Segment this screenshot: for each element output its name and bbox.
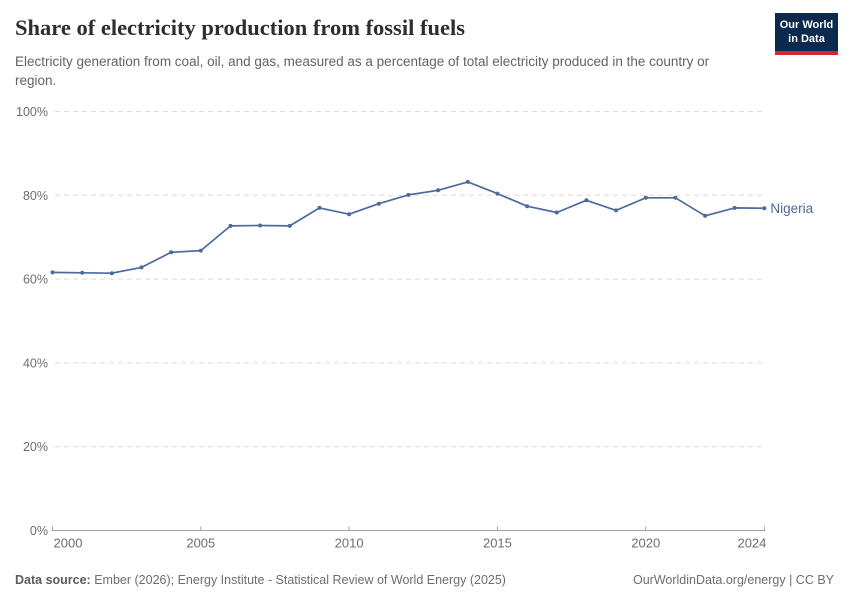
data-source-label: Data source: [15, 573, 91, 587]
owid-logo-line1: Our World [779, 19, 834, 31]
line-chart-plot[interactable]: 0%20%40%60%80%100%2000 2005 2010 2015 2020 20… [0, 95, 850, 565]
svg-text:2005: 2005 [186, 536, 215, 551]
svg-text:20%: 20% [23, 440, 48, 454]
svg-text:60%: 60% [23, 273, 48, 287]
svg-text:2020: 2020 [631, 536, 660, 551]
y-gridlines [55, 111, 766, 448]
data-source-text: Ember (2026); Energy Institute - Statist… [94, 573, 506, 587]
svg-text:2000: 2000 [54, 536, 83, 551]
y-axis-labels: 0% 20% 40% 60% 80% 100% [16, 105, 48, 538]
data-source: Data source: Ember (2026); Energy Instit… [15, 573, 506, 587]
svg-text:2010: 2010 [335, 536, 364, 551]
svg-text:2015: 2015 [483, 536, 512, 551]
owid-url-license-link[interactable]: OurWorldinData.org/energy | CC BY [632, 573, 834, 587]
svg-text:80%: 80% [23, 189, 48, 203]
svg-text:0%: 0% [30, 524, 48, 538]
owid-logo-line2: in Data [788, 33, 825, 46]
entity-label: Nigeria [770, 201, 813, 216]
svg-text:2024: 2024 [737, 536, 766, 551]
chart-subtitle: Electricity generation from coal, oil, a… [15, 54, 710, 88]
chart-title: Share of electricity production from fos… [15, 15, 465, 40]
data-points[interactable] [50, 179, 767, 276]
owid-logo[interactable]: Our World in Data [775, 13, 838, 55]
svg-text:100%: 100% [16, 105, 48, 119]
x-axis: 2000 2005 2010 2015 2020 2024 [51, 526, 766, 551]
svg-text:40%: 40% [23, 356, 48, 370]
chart-footer: Data source: Ember (2026); Energy Instit… [15, 573, 834, 587]
